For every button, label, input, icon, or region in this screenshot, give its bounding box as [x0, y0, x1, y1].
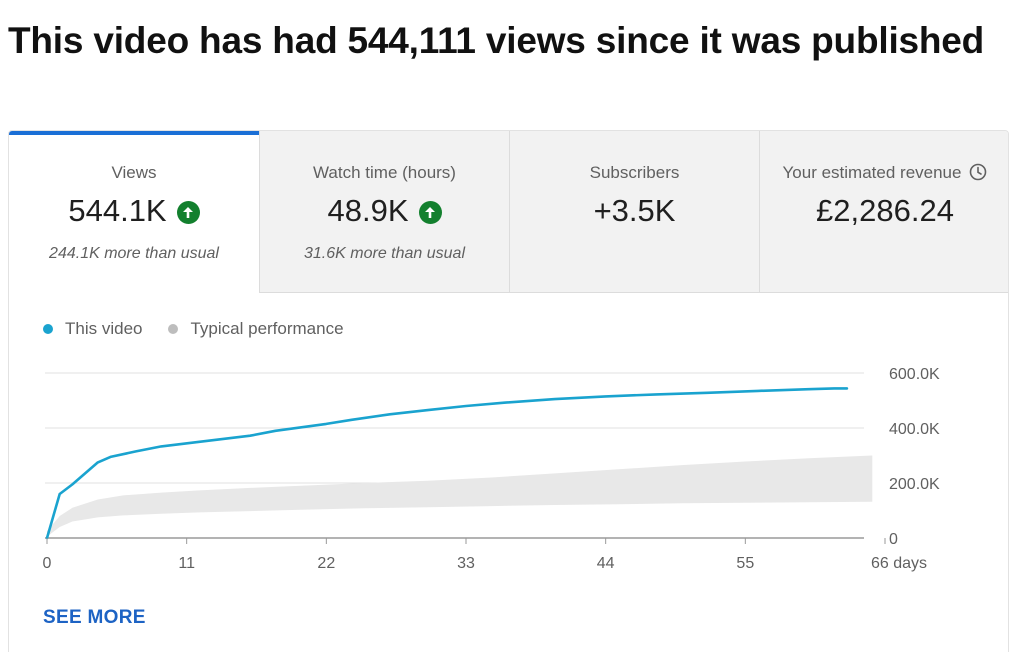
tab-views-label: Views — [111, 163, 157, 182]
x-tick-label: 44 — [597, 555, 615, 572]
tab-views[interactable]: Views 544.1K 244.1K more than usual — [9, 131, 259, 293]
see-more-link[interactable]: SEE MORE — [43, 607, 146, 628]
analytics-card: Views 544.1K 244.1K more than usual Watc… — [8, 130, 1009, 652]
legend-dot-this-video — [43, 324, 53, 334]
chart-legend: This video Typical performance — [43, 319, 344, 339]
tab-subscribers-value: +3.5K — [593, 193, 676, 228]
typical-band-layer — [47, 455, 873, 537]
arrow-up-icon — [418, 200, 442, 224]
series-layer — [45, 387, 849, 540]
x-tick-label: 33 — [457, 555, 475, 572]
tab-revenue-value: £2,286.24 — [816, 193, 954, 228]
tab-watch-time-note: 31.6K more than usual — [304, 245, 465, 262]
tab-revenue-label: Your estimated revenue — [782, 163, 962, 182]
tab-views-note: 244.1K more than usual — [49, 245, 219, 262]
legend-item-this-video[interactable]: This video — [43, 319, 142, 339]
legend-label-this-video: This video — [65, 319, 143, 338]
y-tick-label: 600.0K — [889, 366, 940, 383]
clock-icon[interactable] — [969, 163, 987, 186]
arrow-up-icon — [176, 200, 200, 224]
tab-subscribers-label: Subscribers — [589, 163, 680, 182]
y-tick-label: 0 — [889, 531, 898, 548]
tab-watch-time-label: Watch time (hours) — [313, 163, 456, 182]
x-axis-ticks: 0 11 22 33 44 55 66 days — [43, 538, 927, 572]
x-tick-label: 55 — [736, 555, 754, 572]
legend-dot-typical — [168, 324, 179, 334]
x-tick-label: 22 — [317, 555, 335, 572]
tab-views-value: 544.1K — [68, 193, 167, 228]
page-title: This video has had 544,111 views since i… — [8, 20, 985, 61]
tab-subscribers[interactable]: Subscribers +3.5K — [509, 131, 759, 293]
legend-item-typical[interactable]: Typical performance — [168, 319, 344, 339]
x-tick-label: 0 — [43, 555, 52, 572]
legend-label-typical: Typical performance — [190, 319, 344, 338]
tab-revenue[interactable]: Your estimated revenue £2,286.24 — [759, 131, 1008, 293]
y-tick-label: 200.0K — [889, 476, 940, 493]
typical-performance-band — [47, 455, 873, 537]
series-line-this-video — [45, 387, 849, 540]
metric-tabs: Views 544.1K 244.1K more than usual Watc… — [9, 131, 1008, 293]
y-tick-label: 400.0K — [889, 421, 940, 438]
tab-watch-time-value: 48.9K — [327, 193, 409, 228]
tab-watch-time[interactable]: Watch time (hours) 48.9K 31.6K more than… — [259, 131, 509, 293]
x-tick-label: 66 days — [871, 555, 927, 572]
x-tick-label: 11 — [178, 555, 195, 572]
y-axis-ticks: 0 200.0K 400.0K 600.0K — [889, 366, 940, 548]
views-line-chart: 0 11 22 33 44 55 66 days 0 200.0K 400.0K 600.0K — [43, 366, 940, 572]
